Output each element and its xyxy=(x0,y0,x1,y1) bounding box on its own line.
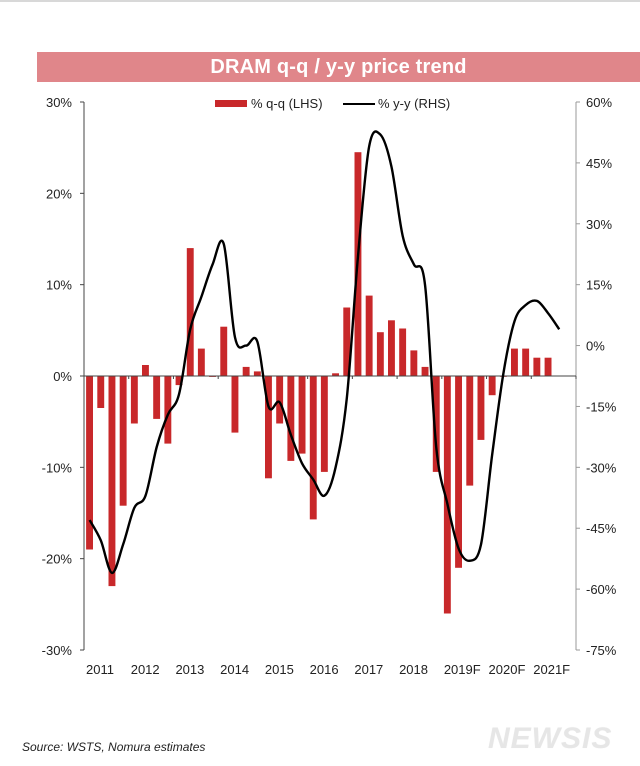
x-axis-tick-label: 2014 xyxy=(220,662,249,677)
x-axis-tick-label: 2021F xyxy=(533,662,570,677)
bar-qq xyxy=(443,376,451,614)
bar-qq xyxy=(533,357,541,376)
x-axis-tick-label: 2018 xyxy=(399,662,428,677)
right-axis-tick-label: 0% xyxy=(586,339,605,354)
bar-qq xyxy=(522,348,530,376)
bar-qq xyxy=(265,376,272,479)
chart-title-bar: DRAM q-q / y-y price trend xyxy=(37,52,640,82)
top-border xyxy=(0,0,640,2)
bar-qq xyxy=(320,376,328,472)
right-axis-tick-label: 30% xyxy=(586,217,612,232)
bar-qq xyxy=(119,376,127,506)
legend-label-qq: % q-q (LHS) xyxy=(251,96,323,111)
source-note: Source: WSTS, Nomura estimates xyxy=(22,740,206,754)
bar-qq xyxy=(309,376,317,520)
bar-qq xyxy=(421,366,429,376)
bar-qq xyxy=(466,376,474,486)
legend: % q-q (LHS) % y-y (RHS) xyxy=(215,96,450,111)
bar-qq xyxy=(399,328,407,376)
x-axis-tick-label: 2020F xyxy=(489,662,526,677)
bar-qq xyxy=(164,376,172,444)
x-axis-tick-label: 2013 xyxy=(175,662,204,677)
bar-qq xyxy=(97,376,105,408)
bar-qq xyxy=(544,357,552,376)
bar-qq xyxy=(511,348,518,376)
left-axis-tick-label: -30% xyxy=(42,643,73,658)
legend-label-yy: % y-y (RHS) xyxy=(378,96,450,111)
bar-qq xyxy=(388,320,395,376)
bar-qq xyxy=(142,365,149,376)
bar-qq xyxy=(432,376,440,472)
right-axis-tick-label: 45% xyxy=(586,156,612,171)
left-axis-tick-label: 30% xyxy=(46,95,72,110)
bar-qq xyxy=(220,326,228,376)
bar-qq xyxy=(410,350,418,376)
bar-qq xyxy=(197,348,205,376)
left-axis-tick-label: -10% xyxy=(42,460,73,475)
right-axis-tick-label: -60% xyxy=(586,582,617,597)
bar-qq xyxy=(186,248,194,376)
watermark-logo: NEWSIS xyxy=(488,722,613,755)
left-axis-tick-label: 0% xyxy=(53,369,72,384)
bar-qq xyxy=(86,376,93,550)
legend-swatch-qq xyxy=(215,100,247,107)
bar-qq xyxy=(287,376,295,461)
bar-qq xyxy=(455,376,462,568)
bar-qq xyxy=(153,376,161,419)
x-axis-tick-label: 2017 xyxy=(354,662,383,677)
bar-qq xyxy=(108,376,116,587)
left-axis-tick-label: -20% xyxy=(42,552,73,567)
bar-qq xyxy=(343,307,351,376)
x-axis-tick-label: 2019F xyxy=(444,662,481,677)
bar-qq xyxy=(376,332,384,376)
left-axis-tick-label: 20% xyxy=(46,186,72,201)
left-axis-tick-label: 10% xyxy=(46,278,72,293)
x-axis-tick-label: 2011 xyxy=(86,662,114,677)
right-axis-tick-label: 15% xyxy=(586,278,612,293)
right-axis-tick-label: -45% xyxy=(586,521,617,536)
line-yy-path xyxy=(88,130,561,575)
bar-qq xyxy=(175,376,183,386)
x-axis-tick-label: 2012 xyxy=(131,662,160,677)
bar-qq xyxy=(365,295,373,376)
bar-qq xyxy=(477,376,485,440)
x-axis-tick-label: 2016 xyxy=(310,662,339,677)
right-axis-tick-label: -75% xyxy=(586,643,617,658)
bar-qq xyxy=(298,376,306,454)
bar-series-qq xyxy=(86,152,552,614)
bar-qq xyxy=(130,376,138,424)
right-axis-tick-label: -15% xyxy=(586,399,617,414)
right-axis-tick-label: 60% xyxy=(586,95,612,110)
right-axis-tick-label: -30% xyxy=(586,460,617,475)
chart-area: 30% 20% 10% 0% -10% -20% -30% 60% 45% 30% 15% 0% -15… xyxy=(42,95,617,677)
bar-qq xyxy=(488,376,496,396)
x-axis-tick-label: 2015 xyxy=(265,662,294,677)
bar-qq xyxy=(231,376,239,433)
axes: 30% 20% 10% 0% -10% -20% -30% 60% 45% 30% 15% 0% -15… xyxy=(42,95,617,677)
bar-qq xyxy=(253,371,261,376)
bar-qq xyxy=(332,373,339,376)
bar-qq xyxy=(242,366,250,376)
bar-qq xyxy=(276,376,284,424)
chart-title: DRAM q-q / y-y price trend xyxy=(210,55,467,78)
line-series-yy xyxy=(88,130,561,575)
